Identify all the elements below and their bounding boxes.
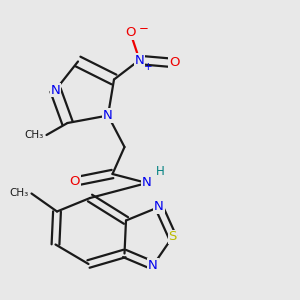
Text: N: N bbox=[142, 176, 152, 190]
Text: H: H bbox=[156, 165, 165, 178]
Text: N: N bbox=[148, 259, 158, 272]
Text: O: O bbox=[169, 56, 179, 70]
Text: N: N bbox=[154, 200, 164, 214]
Text: O: O bbox=[125, 26, 136, 40]
Text: −: − bbox=[139, 22, 149, 35]
Text: S: S bbox=[168, 230, 177, 244]
Text: N: N bbox=[51, 83, 60, 97]
Text: O: O bbox=[70, 175, 80, 188]
Text: N: N bbox=[135, 53, 144, 67]
Text: +: + bbox=[144, 62, 153, 73]
Text: CH₃: CH₃ bbox=[24, 130, 44, 140]
Text: CH₃: CH₃ bbox=[9, 188, 28, 199]
Text: N: N bbox=[103, 109, 113, 122]
